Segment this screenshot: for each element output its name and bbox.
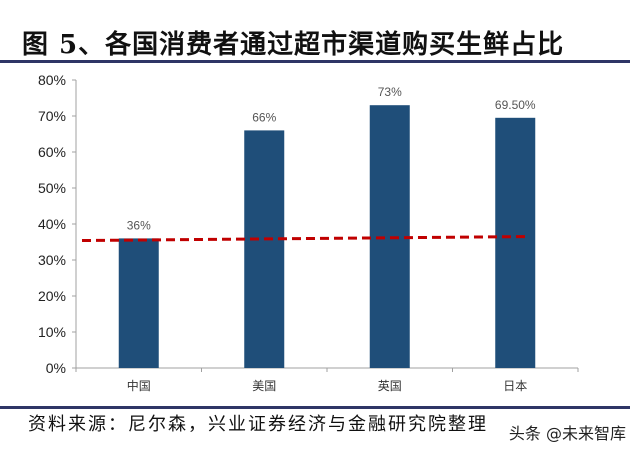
y-tick-label: 10% <box>38 324 66 340</box>
y-tick-label: 0% <box>46 360 66 376</box>
y-tick-label: 60% <box>38 144 66 160</box>
x-category-label: 英国 <box>378 379 402 393</box>
source-note: 资料来源：尼尔森，兴业证券经济与金融研究院整理 <box>28 414 488 435</box>
bar-chart: 0% 10% 20% 30% 40% 50% 60% 70% 80% 36% 中国 66% 美国 73%… <box>38 72 579 393</box>
bar <box>118 238 159 368</box>
bar <box>369 105 410 368</box>
bottom-divider <box>0 406 630 409</box>
bar <box>495 117 536 368</box>
x-category-label: 中国 <box>127 378 151 393</box>
bar-value-label: 69.50% <box>495 98 536 112</box>
y-tick-label: 70% <box>38 108 66 124</box>
x-axis <box>75 367 579 372</box>
y-tick-label: 50% <box>38 180 66 196</box>
y-tick-label: 30% <box>38 252 66 268</box>
reference-line <box>81 235 526 243</box>
bar-value-label: 66% <box>252 110 276 124</box>
x-category-label: 美国 <box>252 379 276 393</box>
y-tick-label: 40% <box>38 216 66 232</box>
watermark: 头条 @未来智库 <box>508 424 626 443</box>
y-axis: 0% 10% 20% 30% 40% 50% 60% 70% 80% <box>38 72 77 376</box>
bar <box>244 130 285 368</box>
y-tick-label: 20% <box>38 288 66 304</box>
y-tick-label: 80% <box>38 72 66 88</box>
x-category-label: 日本 <box>503 379 527 393</box>
top-divider <box>0 60 630 63</box>
bar-value-label: 36% <box>127 218 151 232</box>
figure-title: 图 5、各国消费者通过超市渠道购买生鲜占比 <box>22 30 565 60</box>
bar-value-label: 73% <box>378 85 402 99</box>
